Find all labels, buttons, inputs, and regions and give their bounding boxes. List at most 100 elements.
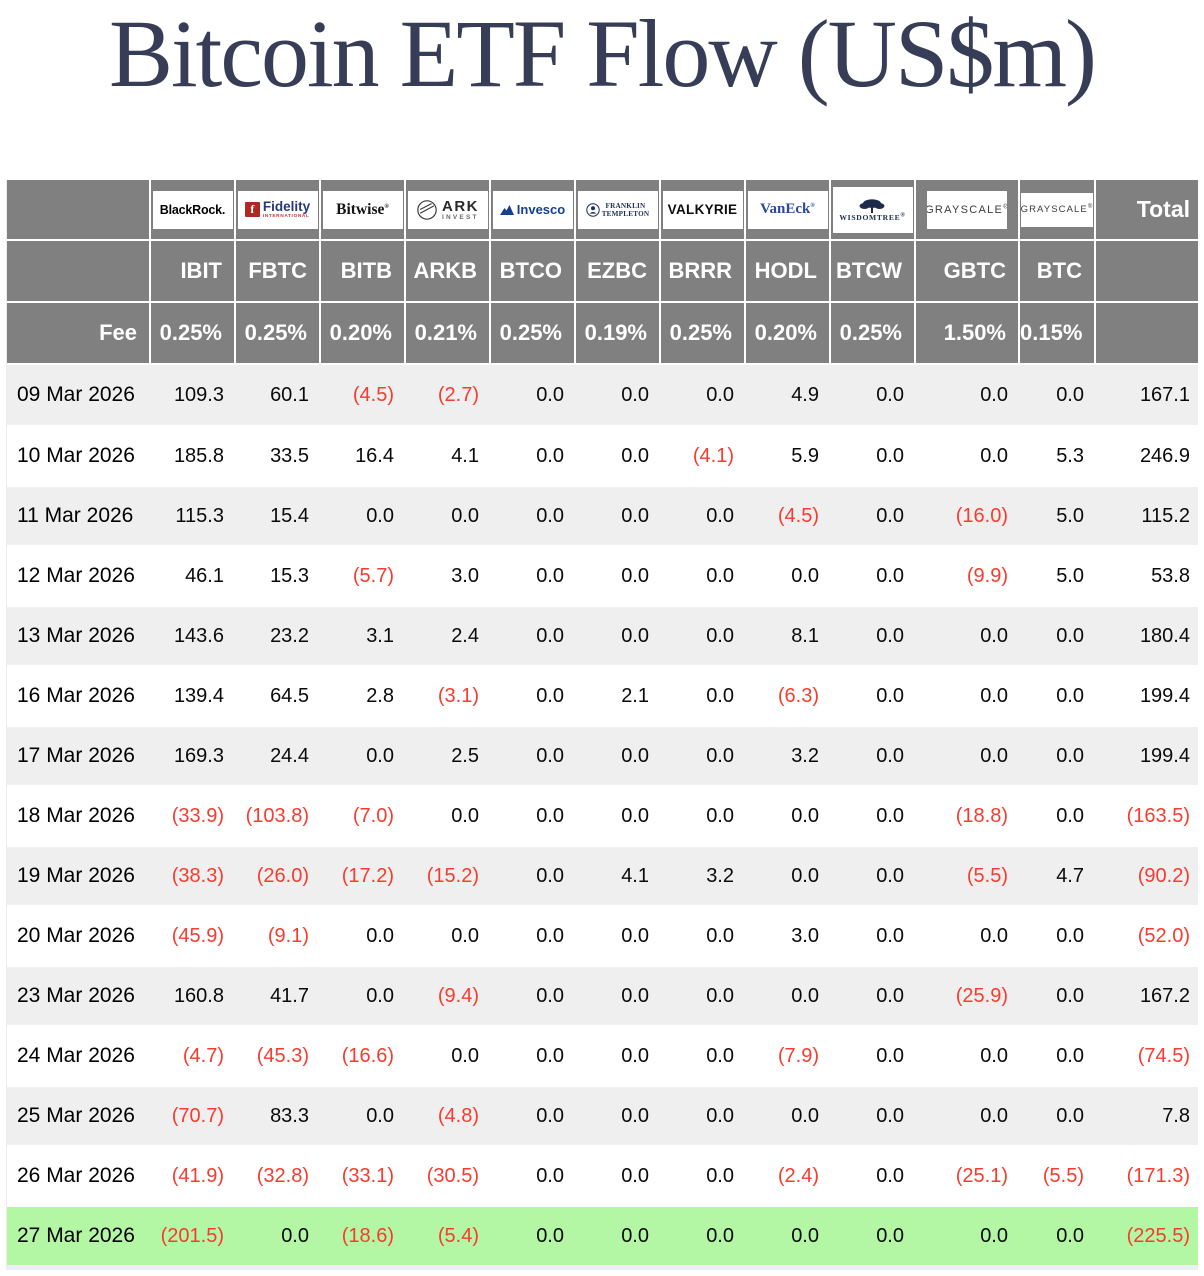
flow-cell-brrr: 0.0: [661, 785, 746, 845]
flow-cell-ezbc: 0.0: [576, 785, 661, 845]
flow-cell-ezbc: 0.0: [576, 545, 661, 605]
flow-cell-gbtc: (5.5): [916, 845, 1020, 905]
flow-cell-btco: 0.0: [491, 1205, 576, 1265]
flow-cell-btcw: 0.0: [831, 485, 916, 545]
flow-cell-bitb: 3.1: [321, 605, 406, 665]
flow-cell-btc: 0.0: [1056, 383, 1084, 406]
flow-cell-hodl: (2.4): [746, 1145, 831, 1205]
flow-cell-ezbc: 0.0: [576, 965, 661, 1025]
flow-cell-hodl: (4.5): [746, 485, 831, 545]
provider-header-btc: GRAYSCALE®: [1020, 180, 1096, 242]
flow-cell-btcw: 0.0: [831, 1145, 916, 1205]
flow-cell-ibit: (45.9): [151, 905, 236, 965]
flow-cell-btc: 0.0: [1020, 665, 1096, 725]
flow-cell-arkb: (4.8): [406, 1085, 491, 1145]
date-cell: 19 Mar 2026: [7, 845, 151, 905]
date-cell: 17 Mar 2026: [7, 725, 151, 785]
fee-btco: 0.25%: [491, 303, 576, 366]
date-cell: 16 Mar 2026: [7, 665, 151, 725]
flow-cell-ibit: (70.7): [151, 1085, 236, 1145]
flow-cell-brrr: 0.0: [661, 665, 746, 725]
flow-cell-btc: 0.0: [1020, 905, 1096, 965]
flow-cell-ezbc: 0.0: [576, 425, 661, 485]
flow-cell-bitb: 0.0: [321, 905, 406, 965]
flow-cell-btcw: 0.0: [831, 425, 916, 485]
wisdomtree-logo: WISDOMTREE®: [832, 186, 913, 233]
flow-cell-bitb: 0.0: [321, 485, 406, 545]
flow-cell-fbtc: 24.4: [236, 725, 321, 785]
flow-cell-gbtc: 0.0: [916, 1085, 1020, 1145]
flow-cell-btco: 0.0: [491, 485, 576, 545]
flow-cell-hodl: (7.9): [746, 1025, 831, 1085]
flow-cell-bitb: (17.2): [321, 845, 406, 905]
flow-cell-ezbc: 0.0: [576, 1085, 661, 1145]
flow-cell-fbtc: 64.5: [236, 665, 321, 725]
date-cell: 23 Mar 2026: [7, 965, 151, 1025]
table-row: 23 Mar 2026 160.8 41.7 0.0 (9.4) 0.0 0.0 0.0 0.0…: [7, 965, 1198, 1026]
flow-cell-fbtc: 41.7: [236, 965, 321, 1025]
flow-cell-bitb: (33.1): [321, 1145, 406, 1205]
grayscale-mini-logo: GRAYSCALE®: [1021, 192, 1093, 227]
etf-flow-table-container: BlackRock. f Fidelity INTERNATIONAL Bitwis…: [6, 180, 1198, 1266]
ticker-btco: BTCO: [491, 241, 576, 304]
flow-cell-btc: 5.0: [1020, 485, 1096, 545]
fee-row: Fee 0.25% 0.25% 0.20% 0.21% 0.25% 0.19% 0.25% 0.…: [7, 303, 1198, 366]
flow-cell-btc: 5.0: [1020, 545, 1096, 605]
table-row: 24 Mar 2026 (4.7) (45.3) (16.6) 0.0 0.0 0.0 0.0…: [7, 1025, 1198, 1086]
ticker-brrr: BRRR: [661, 241, 746, 304]
flow-cell-hodl: 3.0: [746, 905, 831, 965]
flow-cell-hodl: 8.1: [746, 605, 831, 665]
flow-cell-btcw: 0.0: [831, 1205, 916, 1265]
flow-cell-gbtc: (25.9): [916, 965, 1020, 1025]
fee-row-label: Fee: [7, 303, 151, 366]
flow-cell-gbtc: 0.0: [916, 425, 1020, 485]
flow-cell-arkb: 2.5: [406, 725, 491, 785]
franklin-templeton-logo: FRANKLIN TEMPLETON: [577, 190, 658, 229]
flow-cell-fbtc: (26.0): [236, 845, 321, 905]
flow-cell-ibit: (4.7): [151, 1025, 236, 1085]
fee-gbtc: 1.50%: [916, 303, 1020, 366]
flow-cell-bitb: 0.0: [321, 1085, 406, 1145]
table-row: 25 Mar 2026 (70.7) 83.3 0.0 (4.8) 0.0 0.0 0.0 0.…: [7, 1085, 1198, 1146]
total-cell: (163.5): [1096, 785, 1198, 845]
provider-header-fbtc: f Fidelity INTERNATIONAL: [236, 180, 321, 242]
flow-cell-arkb: 0.0: [406, 905, 491, 965]
date-cell: 12 Mar 2026: [7, 545, 151, 605]
total-cell: 199.4: [1096, 725, 1198, 785]
provider-header-arkb: ARK INVEST: [406, 180, 491, 242]
next-row-partial: [6, 1265, 1198, 1271]
flow-cell-btc: 0.0: [1020, 605, 1096, 665]
ticker-fbtc: FBTC: [236, 241, 321, 304]
date-cell: 20 Mar 2026: [7, 905, 151, 965]
flow-cell-brrr: 0.0: [706, 383, 734, 406]
total-cell: 167.2: [1096, 965, 1198, 1025]
fee-fbtc: 0.25%: [236, 303, 321, 366]
flow-cell-fbtc: 33.5: [236, 425, 321, 485]
flow-cell-ibit: 139.4: [151, 665, 236, 725]
flow-cell-arkb: 4.1: [406, 425, 491, 485]
flow-cell-btco: 0.0: [491, 545, 576, 605]
flow-cell-hodl: 0.0: [746, 1085, 831, 1145]
flow-cell-btco: 0.0: [491, 1025, 576, 1085]
flow-cell-bitb: 16.4: [321, 425, 406, 485]
table-row: 19 Mar 2026 (38.3) (26.0) (17.2) (15.2) 0.0 4.…: [7, 845, 1198, 906]
ark-invest-logo: ARK INVEST: [407, 190, 488, 229]
ticker-hodl: HODL: [746, 241, 831, 304]
total-cell: (52.0): [1096, 905, 1198, 965]
flow-cell-btc: 0.0: [1020, 1025, 1096, 1085]
flow-cell-btco: 0.0: [491, 905, 576, 965]
flow-cell-hodl: 0.0: [746, 545, 831, 605]
flow-cell-hodl: 0.0: [746, 965, 831, 1025]
ticker-corner-cell: [7, 241, 151, 304]
bitwise-logo: Bitwise®: [322, 190, 403, 229]
flow-cell-ezbc: 0.0: [576, 725, 661, 785]
flow-cell-bitb: 0.0: [321, 725, 406, 785]
table-row: 12 Mar 2026 46.1 15.3 (5.7) 3.0 0.0 0.0 0.0 0.0 0…: [7, 545, 1198, 606]
flow-cell-btco: 0.0: [491, 1085, 576, 1145]
table-row: 18 Mar 2026 (33.9) (103.8) (7.0) 0.0 0.0 0.0 0.…: [7, 785, 1198, 846]
flow-cell-brrr: 0.0: [661, 1205, 746, 1265]
table-row: 20 Mar 2026 (45.9) (9.1) 0.0 0.0 0.0 0.0 0.0 3.0…: [7, 905, 1198, 966]
flow-cell-btcw: 0.0: [831, 545, 916, 605]
flow-cell-ezbc: 0.0: [576, 1145, 661, 1205]
total-cell: 7.8: [1096, 1085, 1198, 1145]
